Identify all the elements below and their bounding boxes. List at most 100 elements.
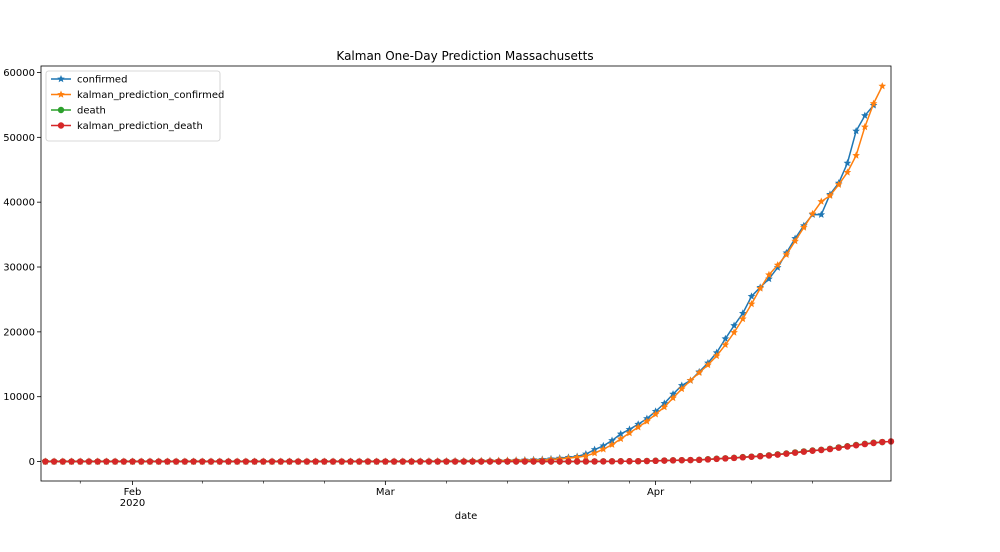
legend-item: confirmed	[51, 75, 127, 86]
data-point-circle	[321, 458, 328, 465]
data-point-circle	[42, 458, 49, 465]
data-point-circle	[268, 458, 276, 465]
data-point-star	[721, 334, 730, 342]
legend-label: death	[77, 106, 106, 117]
legend-marker-star	[57, 75, 65, 83]
data-point-circle	[852, 442, 860, 449]
data-point-circle	[164, 458, 171, 465]
data-point-star	[669, 394, 677, 402]
data-point-circle	[547, 458, 555, 465]
data-point-circle	[774, 451, 781, 458]
legend-label: kalman_prediction_confirmed	[77, 90, 224, 101]
data-point-circle	[390, 458, 398, 465]
data-point-circle	[521, 458, 529, 465]
chart-title: Kalman One-Day Prediction Massachusetts	[336, 49, 593, 63]
data-point-circle	[50, 458, 58, 465]
data-point-circle	[373, 458, 380, 465]
data-point-circle	[138, 458, 145, 465]
data-point-circle	[146, 458, 154, 465]
data-point-circle	[469, 458, 476, 465]
data-point-circle	[216, 458, 223, 465]
y-tick-label: 50000	[3, 133, 35, 144]
data-point-circle	[356, 458, 363, 465]
data-point-circle	[77, 458, 84, 465]
data-point-circle	[783, 450, 790, 457]
y-tick-label: 60000	[3, 68, 35, 79]
legend-marker-circle	[57, 106, 65, 114]
data-point-circle	[512, 458, 520, 465]
x-tick-label: Mar	[376, 487, 396, 498]
data-point-circle	[417, 458, 424, 465]
data-point-circle	[111, 458, 119, 465]
data-point-star	[800, 223, 808, 231]
data-point-circle	[207, 458, 215, 465]
data-point-circle	[870, 439, 877, 447]
data-point-circle	[879, 438, 886, 446]
legend-item: death	[51, 106, 106, 117]
series-line	[45, 104, 875, 463]
data-point-circle	[556, 458, 563, 465]
data-point-circle	[617, 458, 624, 465]
legend: confirmed kalman_prediction_confirmeddeat…	[45, 70, 224, 142]
data-point-circle	[748, 453, 755, 460]
data-point-circle	[251, 458, 258, 465]
data-point-circle	[661, 457, 668, 464]
data-point-circle	[338, 458, 345, 465]
data-point-circle	[757, 453, 764, 460]
data-point-star	[756, 284, 765, 292]
data-point-circle	[739, 454, 746, 461]
data-point-star	[686, 376, 695, 384]
data-point-circle	[600, 458, 607, 465]
data-point-star	[721, 340, 730, 349]
legend-box	[45, 70, 221, 142]
data-point-star	[817, 197, 826, 205]
data-point-circle	[347, 458, 354, 465]
data-point-circle	[809, 447, 816, 454]
data-point-circle	[242, 458, 250, 465]
data-point-star	[861, 111, 869, 119]
y-tick-label: 10000	[3, 392, 35, 403]
series-kalman-prediction-death	[42, 438, 895, 465]
data-point-star	[791, 237, 799, 245]
data-point-circle	[713, 455, 720, 463]
data-point-star	[747, 292, 756, 300]
legend-label: kalman_prediction_death	[77, 121, 203, 132]
data-point-star	[765, 274, 773, 283]
data-point-star	[730, 321, 738, 329]
data-point-circle	[85, 458, 93, 465]
data-point-circle	[399, 458, 406, 465]
data-point-star	[834, 180, 843, 188]
data-point-circle	[669, 457, 677, 464]
data-point-circle	[530, 458, 537, 465]
y-tick-label: 40000	[3, 198, 35, 209]
data-point-circle	[120, 458, 128, 465]
data-point-circle	[634, 458, 642, 465]
data-point-circle	[573, 458, 581, 465]
data-point-circle	[861, 440, 869, 448]
data-point-star	[773, 261, 782, 269]
data-point-circle	[68, 458, 75, 465]
data-point-star	[616, 434, 625, 443]
data-point-star	[677, 384, 686, 393]
data-point-circle	[286, 458, 293, 465]
y-axis: 0 10000 20000 30000 40000 50000 60000	[3, 68, 41, 468]
data-point-circle	[687, 456, 694, 464]
data-point-circle	[129, 458, 136, 465]
data-point-circle	[294, 458, 302, 465]
data-point-circle	[495, 458, 502, 465]
data-point-circle	[59, 458, 66, 465]
data-point-circle	[434, 458, 441, 465]
data-point-circle	[504, 458, 511, 465]
data-point-star	[808, 209, 817, 218]
data-point-star	[878, 82, 887, 90]
data-point-circle	[486, 458, 494, 465]
data-point-circle	[652, 457, 659, 465]
y-tick-label: 20000	[3, 327, 35, 338]
data-point-circle	[260, 458, 267, 465]
data-point-circle	[225, 458, 232, 465]
data-point-star	[599, 445, 608, 453]
data-point-star	[712, 351, 721, 360]
data-point-star	[765, 270, 773, 279]
data-point-star	[695, 368, 704, 376]
data-point-star	[634, 423, 642, 431]
